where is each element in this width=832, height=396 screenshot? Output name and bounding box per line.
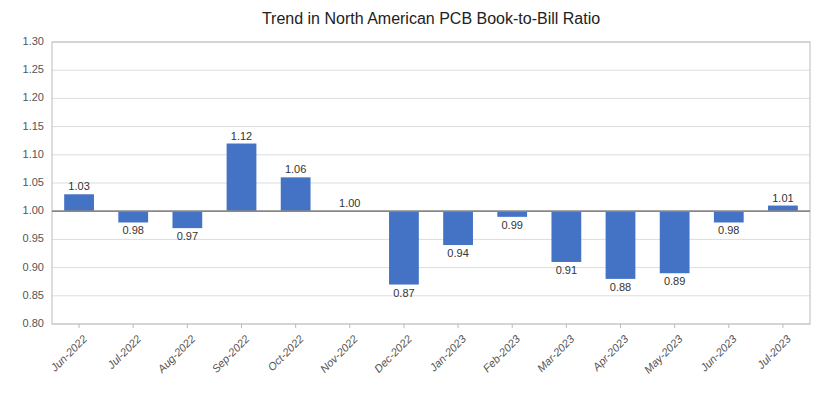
- data-label: 0.88: [610, 281, 631, 293]
- x-tick-label: Jan-2023: [427, 332, 469, 374]
- bar: [606, 211, 636, 279]
- x-tick-label: Dec-2022: [372, 333, 414, 375]
- y-tick-label: 0.80: [23, 317, 44, 329]
- x-tick: [133, 324, 134, 328]
- x-tick: [79, 324, 80, 328]
- bar: [281, 177, 311, 211]
- grid-line: [52, 183, 810, 184]
- x-tick-label: Aug-2022: [154, 333, 197, 376]
- chart: Trend in North American PCB Book-to-Bill…: [0, 0, 832, 396]
- y-tick-label: 1.25: [23, 63, 44, 75]
- y-tick-label: 1.15: [23, 120, 44, 132]
- data-label: 1.00: [339, 197, 360, 209]
- x-tick: [782, 324, 783, 328]
- x-tick-label: May-2023: [642, 332, 686, 376]
- bar: [443, 211, 473, 245]
- y-axis: 0.80 0.85 0.90 0.95 1.00 1.05 1.10 1.15 1.20 1.25…: [23, 35, 44, 329]
- grid-line: [52, 239, 810, 240]
- grid-line: [52, 267, 810, 268]
- bar: [660, 211, 690, 273]
- y-tick-label: 1.30: [23, 35, 44, 47]
- x-tick-label: Oct-2022: [265, 333, 305, 373]
- x-tick-label: Jun-2022: [48, 333, 90, 375]
- y-tick-label: 0.90: [23, 261, 44, 273]
- x-tick-label: Feb-2023: [480, 332, 522, 374]
- reference-line: [52, 210, 810, 212]
- bar: [227, 144, 257, 212]
- data-label: 1.06: [285, 163, 306, 175]
- data-label: 0.97: [177, 230, 198, 242]
- y-tick-label: 0.95: [23, 232, 44, 244]
- x-tick-label: Jun-2023: [697, 332, 739, 374]
- x-tick-label: Jul-2023: [754, 332, 794, 372]
- grid-line: [52, 98, 810, 99]
- grid-line: [52, 211, 810, 212]
- x-tick: [458, 324, 459, 328]
- x-tick: [620, 324, 621, 328]
- bar: [551, 211, 581, 262]
- x-tick: [187, 324, 188, 328]
- x-tick: [566, 324, 567, 328]
- data-label: 0.89: [664, 275, 685, 287]
- x-tick: [403, 324, 404, 328]
- x-tick: [349, 324, 350, 328]
- data-label: 1.01: [772, 192, 793, 204]
- data-label: 1.12: [231, 130, 252, 142]
- x-tick-label: Nov-2022: [318, 333, 360, 375]
- bar: [389, 211, 419, 284]
- data-labels: 1.03 0.98 0.97 1.12 1.06 1.00 0.87 0.94 0.99 0.91…: [68, 130, 793, 299]
- bar: [64, 194, 94, 211]
- data-label: 0.98: [718, 224, 739, 236]
- bar: [118, 211, 148, 222]
- data-label: 1.03: [68, 180, 89, 192]
- y-tick-label: 1.20: [23, 91, 44, 103]
- grid-line: [52, 154, 810, 155]
- bars: [64, 144, 798, 285]
- x-axis: Jun-2022 Jul-2022 Aug-2022 Sep-2022 Oct-2022…: [48, 324, 794, 376]
- data-label: 0.98: [123, 224, 144, 236]
- x-tick-label: Apr-2023: [590, 332, 632, 374]
- title: Trend in North American PCB Book-to-Bill…: [262, 10, 600, 27]
- plot-frame: [52, 42, 810, 324]
- grid-line: [52, 126, 810, 127]
- x-tick-label: Jul-2022: [104, 333, 143, 372]
- grid-line: [52, 70, 810, 71]
- x-tick: [295, 324, 296, 328]
- x-tick: [512, 324, 513, 328]
- data-label: 0.94: [447, 247, 468, 259]
- data-label: 0.87: [393, 287, 414, 299]
- data-label: 0.91: [556, 264, 577, 276]
- x-tick: [241, 324, 242, 328]
- y-tick-label: 1.00: [23, 204, 44, 216]
- y-tick-label: 1.05: [23, 176, 44, 188]
- data-label: 0.99: [502, 219, 523, 231]
- x-tick-label: Sep-2022: [209, 333, 251, 375]
- grid: [52, 42, 810, 324]
- bar: [714, 211, 744, 222]
- x-tick-label: Mar-2023: [535, 332, 577, 374]
- y-tick-label: 0.85: [23, 289, 44, 301]
- x-tick: [674, 324, 675, 328]
- y-tick-label: 1.10: [23, 148, 44, 160]
- chart-container: Trend in North American PCB Book-to-Bill…: [0, 0, 832, 396]
- x-tick: [728, 324, 729, 328]
- bar: [172, 211, 202, 228]
- grid-line: [52, 295, 810, 296]
